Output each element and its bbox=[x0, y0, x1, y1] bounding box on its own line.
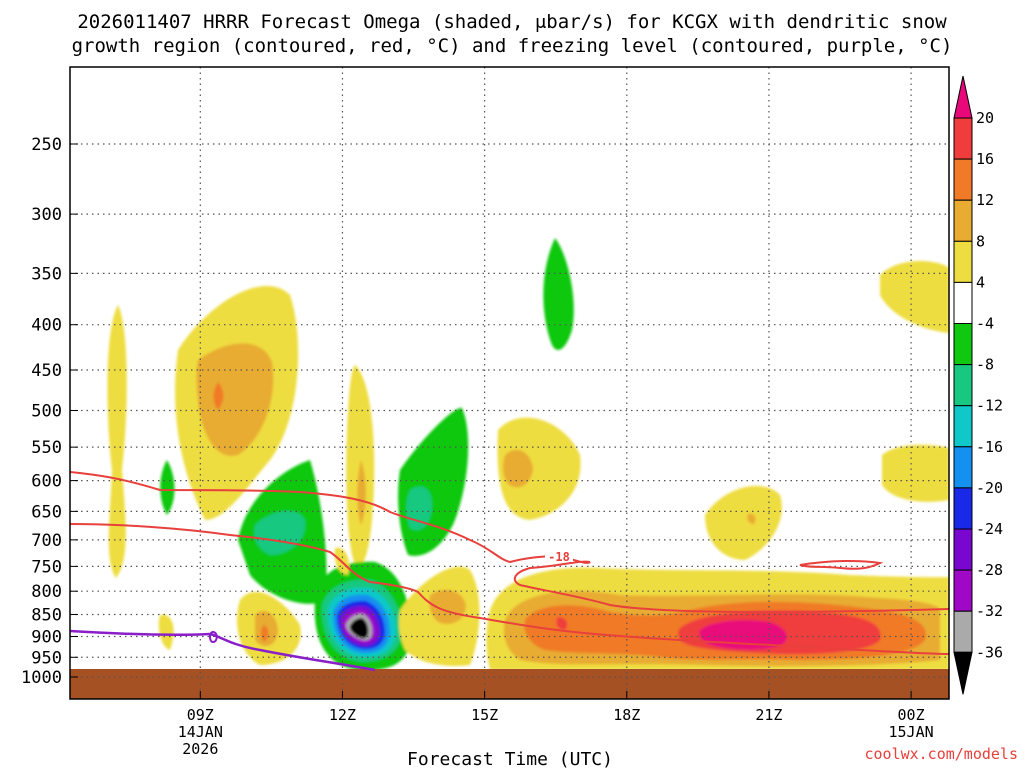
omega-region-core-black bbox=[349, 618, 369, 639]
colorbar: 20 16 12 8 4 -4 -8 -12 -16 -20 -24 -28 -32 -36 bbox=[953, 75, 1003, 695]
omega-region-gold-16z bbox=[503, 449, 533, 488]
colorbar-label: -12 bbox=[976, 397, 1003, 415]
colorbar-swatch bbox=[953, 199, 973, 242]
credit-text: coolwx.com/models bbox=[864, 745, 1018, 763]
y-axis: 2503003504004505005506006507007508008509… bbox=[21, 135, 78, 688]
contour-label-text: -18 bbox=[548, 550, 570, 564]
omega-region-gold-21z bbox=[747, 513, 756, 524]
y-tick-label: 900 bbox=[31, 627, 62, 647]
dgz-contour-lower bbox=[70, 523, 949, 655]
y-tick-label: 650 bbox=[31, 502, 62, 522]
freezing-level-contour bbox=[70, 629, 376, 672]
omega-region-gold-15z-low bbox=[429, 589, 466, 625]
y-tick-label: 750 bbox=[31, 557, 62, 577]
colorbar-swatch bbox=[953, 487, 973, 530]
omega-region-yellow-16z bbox=[497, 417, 581, 520]
colorbar-swatch bbox=[953, 281, 973, 324]
x-tick-label: 09Z bbox=[187, 706, 214, 724]
colorbar-swatch bbox=[953, 528, 973, 571]
y-tick-label: 500 bbox=[31, 402, 62, 422]
omega-region-yellow-21z bbox=[705, 485, 782, 560]
colorbar-swatch bbox=[953, 323, 973, 366]
x-tick-label: 00Z bbox=[898, 706, 925, 724]
y-tick-label: 300 bbox=[31, 205, 62, 225]
omega-region-green-small-09z bbox=[160, 460, 175, 515]
colorbar-label: 4 bbox=[976, 273, 985, 291]
colorbar-label: 20 bbox=[976, 109, 994, 127]
freezing-level-line bbox=[70, 629, 376, 672]
y-tick-label: 400 bbox=[31, 316, 62, 336]
colorbar-label: -28 bbox=[976, 561, 1003, 579]
colorbar-swatch bbox=[953, 117, 973, 160]
colorbar-swatch bbox=[953, 364, 973, 407]
y-tick-label: 450 bbox=[31, 361, 62, 381]
omega-region-upper-left-gold bbox=[196, 343, 274, 456]
dgz-contour-small-loop bbox=[799, 559, 884, 570]
y-tick-label: 350 bbox=[31, 264, 62, 284]
plot-frame bbox=[69, 66, 950, 700]
omega-region-upper-left-orange bbox=[213, 382, 224, 410]
chart-title-line2: growth region (contoured, red, °C) and f… bbox=[72, 35, 953, 57]
x-tick-label: 12Z bbox=[329, 706, 356, 724]
y-tick-label: 950 bbox=[31, 648, 62, 668]
colorbar-label: 8 bbox=[976, 232, 985, 250]
y-tick-label: 600 bbox=[31, 472, 62, 492]
colorbar-label: -32 bbox=[976, 602, 1003, 620]
x-tick-date-label: 15JAN bbox=[889, 723, 934, 741]
y-tick-label: 250 bbox=[31, 135, 62, 155]
contour-label-minus18: -18 bbox=[545, 550, 573, 564]
colorbar-swatch bbox=[953, 569, 973, 612]
ground-fill bbox=[70, 669, 949, 699]
freezing-level-loop bbox=[209, 630, 218, 644]
omega-shading bbox=[107, 238, 949, 671]
dgz-contours bbox=[70, 471, 949, 655]
x-tick-label: 15Z bbox=[471, 706, 498, 724]
chart-title-line1: 2026011407 HRRR Forecast Omega (shaded, … bbox=[77, 11, 947, 33]
x-tick-label: 18Z bbox=[613, 706, 640, 724]
y-tick-label: 550 bbox=[31, 438, 62, 458]
omega-region-left-column bbox=[107, 305, 127, 578]
colorbar-swatch bbox=[953, 158, 973, 201]
omega-region-yellow-00z-upper bbox=[880, 260, 949, 333]
x-tick-date-label: 14JAN bbox=[178, 723, 223, 741]
y-tick-label: 800 bbox=[31, 582, 62, 602]
x-tick-year-label: 2026 bbox=[182, 740, 218, 758]
colorbar-label: -8 bbox=[976, 356, 994, 374]
omega-region-red-17z-spot bbox=[556, 617, 568, 630]
colorbar-label: -20 bbox=[976, 479, 1003, 497]
omega-region-yellow-00z-mid bbox=[882, 444, 949, 502]
colorbar-label: -24 bbox=[976, 520, 1003, 538]
x-tick-label: 21Z bbox=[755, 706, 782, 724]
colorbar-bottom-arrow bbox=[953, 651, 973, 695]
colorbar-label: -16 bbox=[976, 438, 1003, 456]
colorbar-label: -36 bbox=[976, 643, 1003, 661]
colorbar-swatch bbox=[953, 240, 973, 283]
omega-region-green-17z-upper bbox=[543, 238, 574, 350]
colorbar-swatch bbox=[953, 405, 973, 448]
y-tick-label: 1000 bbox=[21, 668, 62, 688]
colorbar-label: 16 bbox=[976, 150, 994, 168]
colorbar-swatch bbox=[953, 446, 973, 489]
omega-region-yellow-09z-low bbox=[158, 614, 174, 650]
colorbar-label: -4 bbox=[976, 315, 994, 333]
omega-region-orange-11z-low bbox=[261, 625, 269, 642]
colorbar-label: 12 bbox=[976, 191, 994, 209]
omega-region-gold-13z-column bbox=[357, 460, 366, 525]
y-tick-label: 850 bbox=[31, 606, 62, 626]
colorbar-top-arrow bbox=[953, 75, 973, 119]
colorbar-swatch bbox=[953, 610, 973, 653]
dgz-contour-upper bbox=[70, 471, 949, 614]
y-tick-label: 700 bbox=[31, 531, 62, 551]
x-axis-label: Forecast Time (UTC) bbox=[407, 749, 613, 768]
